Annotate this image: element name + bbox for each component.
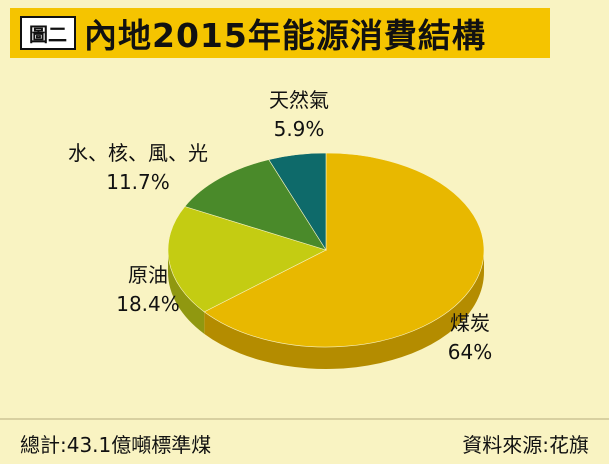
slice-name-label-3: 天然氣 (269, 88, 329, 112)
figure-badge: 圖二 (20, 16, 76, 50)
pie-side-0 (204, 250, 484, 369)
slice-value-label-2: 11.7% (106, 170, 170, 194)
pie-side-walls (168, 250, 484, 369)
slice-name-label-1: 原油 (128, 263, 168, 287)
pie-side-1 (168, 250, 205, 334)
chart-title: 內地2015年能源消費結構 (84, 16, 486, 55)
header: 圖二 內地2015年能源消費結構 (0, 0, 609, 64)
footer (0, 415, 609, 464)
pie-labels: 煤炭 64% 原油 18.4% 水、核、風、光 11.7% 天然氣 5.9% (68, 88, 492, 364)
pie-slice-3 (268, 152, 327, 252)
pie-slice-0 (203, 152, 485, 348)
slice-name-label-0: 煤炭 (450, 311, 490, 335)
source-note: 資料來源:花旗 (462, 433, 589, 457)
slice-value-label-1: 18.4% (116, 292, 180, 316)
pie-slice-2 (184, 159, 327, 251)
footer-divider (0, 418, 609, 420)
title-bar (10, 8, 550, 58)
pie-slice-1 (167, 206, 327, 313)
slice-name-label-2: 水、核、風、光 (68, 141, 208, 165)
pie-top (167, 152, 485, 348)
total-note: 總計:43.1億噸標準煤 (20, 433, 212, 457)
slice-value-label-3: 5.9% (274, 117, 325, 141)
slice-value-label-0: 64% (448, 340, 492, 364)
